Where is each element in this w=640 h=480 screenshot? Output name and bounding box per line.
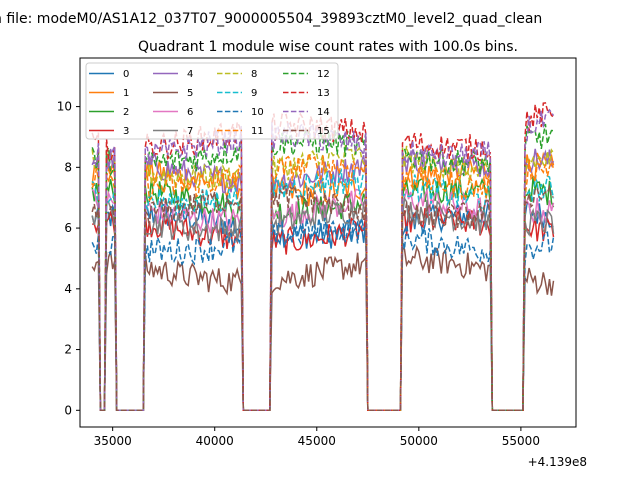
legend-label-8: 8 [251, 69, 257, 80]
legend-label-7: 7 [187, 126, 193, 137]
legend-label-9: 9 [251, 88, 257, 99]
legend-label-14: 14 [317, 107, 330, 118]
y-tick-label: 2 [64, 343, 72, 357]
series-line-14 [91, 108, 555, 412]
legend-label-15: 15 [317, 126, 330, 137]
x-tick-label: 35000 [94, 434, 132, 448]
series-line-4 [91, 147, 555, 412]
x-tick-label: 55000 [502, 434, 540, 448]
series-layer [91, 102, 555, 412]
x-offset-label: +4.139e8 [528, 455, 587, 469]
y-tick-label: 8 [64, 160, 72, 174]
legend-label-12: 12 [317, 69, 330, 80]
series-line-12 [91, 123, 554, 412]
x-tick-label: 40000 [196, 434, 234, 448]
x-tick-label: 45000 [298, 434, 336, 448]
y-tick-label: 0 [64, 403, 72, 417]
figure-suptitle: n file: modeM0/AS1A12_037T07_9000005504_… [0, 11, 542, 27]
plot-frame [79, 57, 577, 428]
y-tick-label: 6 [64, 221, 72, 235]
series-line-5 [91, 244, 555, 412]
legend-label-5: 5 [187, 88, 193, 99]
legend-label-3: 3 [123, 126, 129, 137]
y-axis: 0 2 4 6 8 10 [57, 100, 80, 417]
x-axis: 35000 40000 45000 50000 55000 [94, 427, 540, 448]
legend-label-0: 0 [123, 69, 129, 80]
legend-label-2: 2 [123, 107, 129, 118]
series-line-11 [91, 153, 555, 412]
chart-title: Quadrant 1 module wise count rates with … [138, 39, 518, 55]
series-line-7 [91, 196, 555, 412]
x-tick-label: 50000 [400, 434, 438, 448]
y-tick-label: 4 [64, 282, 72, 296]
series-line-15 [91, 184, 554, 412]
legend-label-13: 13 [317, 88, 330, 99]
y-tick-label: 10 [57, 100, 72, 114]
legend-label-10: 10 [251, 107, 264, 118]
legend-label-1: 1 [123, 88, 129, 99]
legend-box [85, 62, 339, 140]
legend-label-6: 6 [187, 107, 193, 118]
legend-label-11: 11 [251, 126, 264, 137]
series-line-10 [91, 215, 555, 412]
legend-label-4: 4 [187, 69, 193, 80]
series-line-9 [91, 167, 555, 412]
